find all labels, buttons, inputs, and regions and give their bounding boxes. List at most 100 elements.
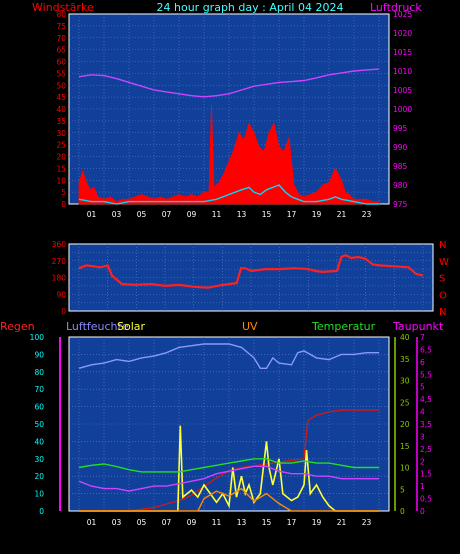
- rain-axis-title: Regen: [0, 320, 35, 333]
- wind-tick-label: 35: [56, 117, 66, 126]
- rain-tick-label: 10: [34, 490, 44, 499]
- humidity-axis-title: Luftfeuchte: [66, 320, 129, 333]
- hour-tick-label: 21: [337, 518, 347, 527]
- hour-tick-label: 05: [137, 210, 147, 219]
- dewpoint-series: [78, 465, 379, 492]
- dewpoint-tick-label: 1: [420, 482, 425, 491]
- dewpoint-tick-label: 5,5: [420, 370, 432, 379]
- humidity-series: [78, 343, 379, 369]
- wind-tick-label: 50: [56, 81, 66, 90]
- hour-tick-label: 19: [312, 518, 322, 527]
- hour-tick-label: 17: [287, 210, 297, 219]
- pressure-tick-label: 1010: [393, 67, 412, 76]
- dewpoint-tick-label: 2: [420, 457, 425, 466]
- dewpoint-tick-label: 5: [420, 383, 425, 392]
- compass-label: W: [439, 257, 449, 268]
- dewpoint-tick-label: 4: [420, 408, 425, 417]
- wind-tick-label: 80: [56, 10, 66, 19]
- hour-tick-label: 05: [137, 518, 147, 527]
- hour-tick-label: 13: [237, 210, 247, 219]
- hour-tick-label: 03: [112, 210, 122, 219]
- wind-tick-label: 45: [56, 93, 66, 102]
- rain-tick-label: 20: [34, 472, 44, 481]
- dewpoint-tick-label: 0,5: [420, 495, 432, 504]
- compass-label: N: [439, 307, 446, 318]
- hour-tick-label: 07: [162, 210, 172, 219]
- hour-tick-label: 09: [187, 518, 197, 527]
- rain-tick-label: 50: [34, 420, 44, 429]
- direction-tick-label: 360: [52, 240, 67, 249]
- uv-label: UV: [242, 320, 258, 333]
- pressure-tick-label: 995: [393, 124, 408, 133]
- pressure-tick-label: 1005: [393, 86, 412, 95]
- direction-tick-label: 90: [56, 290, 66, 299]
- wind-tick-label: 40: [56, 105, 66, 114]
- direction-tick-label: 270: [52, 257, 67, 266]
- hour-tick-label: 01: [87, 210, 97, 219]
- temperature-tick-label: 20: [400, 420, 410, 429]
- hour-tick-label: 19: [312, 210, 322, 219]
- rain-tick-label: 30: [34, 455, 44, 464]
- direction-tick-label: 0: [61, 307, 66, 316]
- rain-tick-label: 0: [39, 507, 44, 516]
- compass-label: S: [439, 274, 445, 285]
- temperature-tick-label: 40: [400, 333, 410, 342]
- wind-speed-series: [78, 104, 380, 205]
- solar-series: [79, 425, 379, 512]
- temperature-axis-title: Temperatur: [311, 320, 376, 333]
- pressure-tick-label: 1000: [393, 105, 412, 114]
- hour-tick-label: 23: [362, 518, 372, 527]
- rain-tick-label: 100: [30, 333, 45, 342]
- pressure-tick-label: 980: [393, 181, 408, 190]
- hour-tick-label: 21: [337, 210, 347, 219]
- temperature-tick-label: 10: [400, 464, 410, 473]
- wind-tick-label: 75: [56, 22, 66, 31]
- wind-gust-series: [78, 184, 379, 205]
- hour-tick-label: 03: [112, 518, 122, 527]
- hour-tick-label: 01: [87, 518, 97, 527]
- pressure-tick-label: 1020: [393, 29, 412, 38]
- dewpoint-tick-label: 6,5: [420, 345, 432, 354]
- temperature-tick-label: 25: [400, 398, 410, 407]
- wind-tick-label: 20: [56, 153, 66, 162]
- dewpoint-tick-label: 3,5: [420, 420, 432, 429]
- chart-title: 24 hour graph day : April 04 2024: [157, 1, 344, 14]
- hour-tick-label: 13: [237, 518, 247, 527]
- wind-tick-label: 65: [56, 46, 66, 55]
- dewpoint-tick-label: 3: [420, 432, 425, 441]
- hour-tick-label: 11: [212, 518, 222, 527]
- hour-tick-label: 23: [362, 210, 372, 219]
- compass-label: O: [439, 290, 447, 301]
- rain-tick-label: 60: [34, 403, 44, 412]
- wind-tick-label: 60: [56, 58, 66, 67]
- wind-tick-label: 15: [56, 164, 66, 173]
- wind-tick-label: 5: [61, 188, 66, 197]
- dewpoint-tick-label: 2,5: [420, 445, 432, 454]
- hour-tick-label: 17: [287, 518, 297, 527]
- rain-tick-label: 90: [34, 350, 44, 359]
- temperature-tick-label: 0: [400, 507, 405, 516]
- dewpoint-axis-title: Taupunkt: [392, 320, 444, 333]
- uv-series: [79, 487, 379, 512]
- wind-tick-label: 0: [61, 200, 66, 209]
- dewpoint-tick-label: 4,5: [420, 395, 432, 404]
- pressure-tick-label: 985: [393, 162, 408, 171]
- wind-tick-label: 30: [56, 129, 66, 138]
- direction-tick-label: 180: [52, 274, 67, 283]
- pressure-tick-label: 1015: [393, 48, 412, 57]
- temperature-tick-label: 5: [400, 485, 405, 494]
- rain-tick-label: 80: [34, 368, 44, 377]
- dewpoint-tick-label: 7: [420, 333, 425, 342]
- temperature-tick-label: 35: [400, 355, 410, 364]
- hour-tick-label: 09: [187, 210, 197, 219]
- hour-tick-label: 15: [262, 210, 272, 219]
- pressure-series: [78, 68, 380, 98]
- hour-tick-label: 07: [162, 518, 172, 527]
- wind-tick-label: 10: [56, 176, 66, 185]
- rain-tick-label: 40: [34, 437, 44, 446]
- wind-direction-series: [78, 253, 424, 289]
- pressure-tick-label: 975: [393, 200, 408, 209]
- solar-label: Solar: [117, 320, 146, 333]
- wind-tick-label: 70: [56, 34, 66, 43]
